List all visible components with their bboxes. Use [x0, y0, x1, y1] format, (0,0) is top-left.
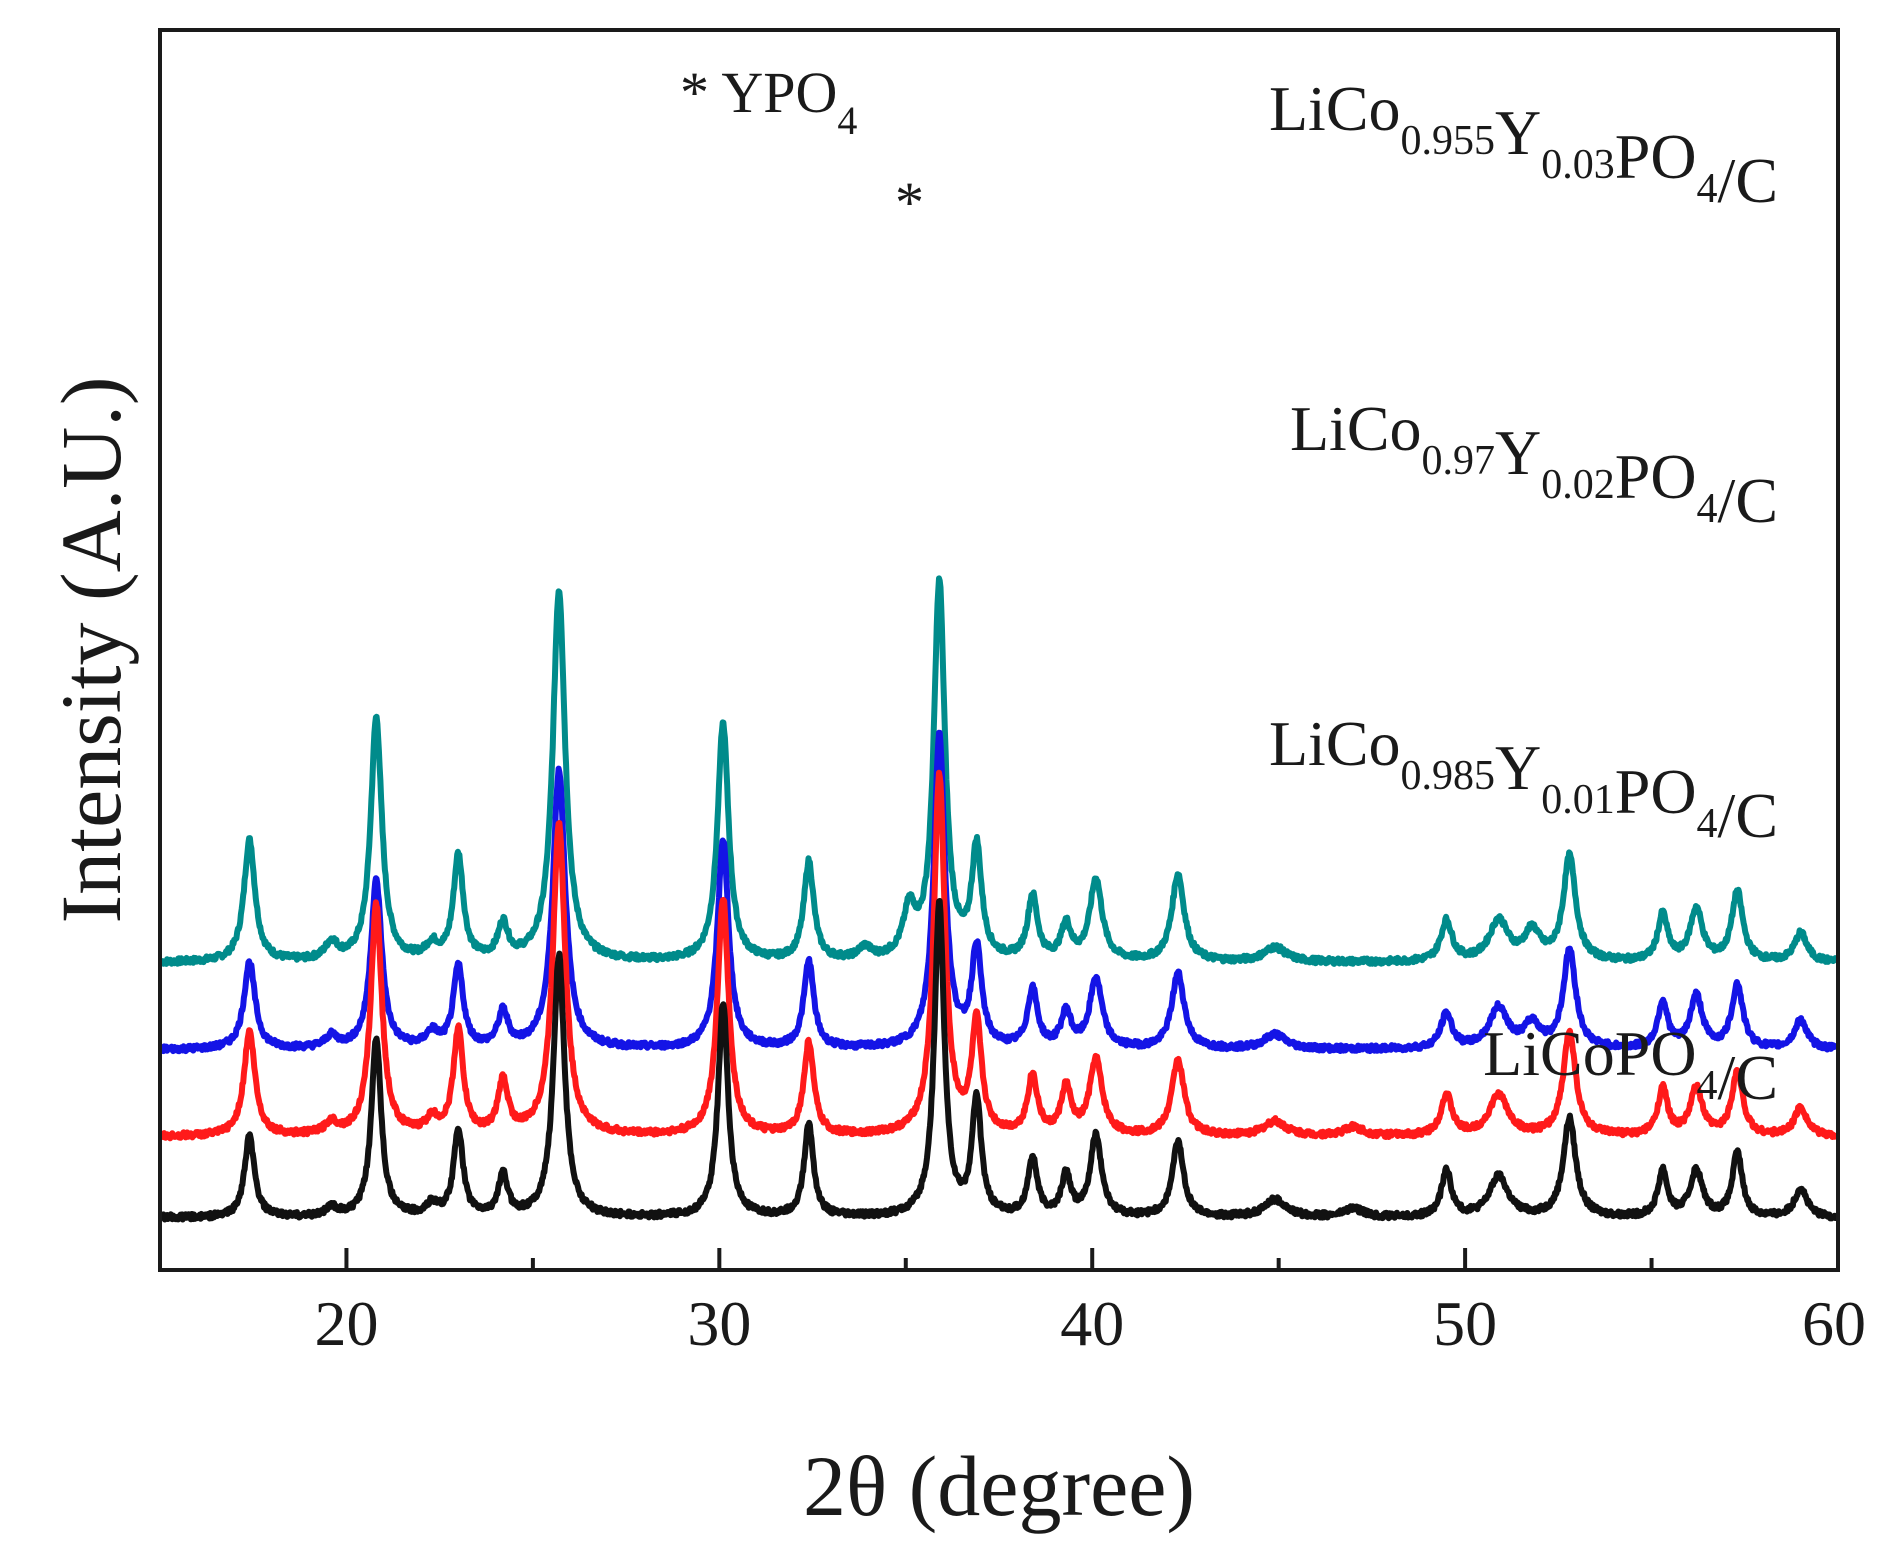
x-tick-label: 60 [1802, 1288, 1866, 1359]
series-line-1 [159, 575, 1839, 967]
x-axis-title: 2θ (degree) [803, 1438, 1195, 1534]
series-line-2 [158, 729, 1840, 1055]
x-tick-label: 40 [1060, 1288, 1124, 1359]
series-label-4: LiCoPO4/C [1483, 1018, 1778, 1113]
series-layer [158, 575, 1840, 1223]
ypo4-peak-marker: * [895, 170, 924, 235]
plot-frame [158, 28, 1840, 1272]
x-tick-label: 50 [1433, 1288, 1497, 1359]
series-label-1: LiCo0.955Y0.03PO4/C [1269, 73, 1778, 216]
ypo4-legend: * YPO4 [680, 60, 857, 143]
x-tick-label: 30 [687, 1288, 751, 1359]
series-line-3 [158, 769, 1839, 1142]
series-label-2: LiCo0.97Y0.02PO4/C [1290, 393, 1778, 536]
series-line-4 [159, 898, 1839, 1223]
series-label-3: LiCo0.985Y0.01PO4/C [1269, 708, 1778, 851]
x-tick-label: 20 [314, 1288, 378, 1359]
x-axis-ticks: 20 30 40 50 60 [158, 1248, 1866, 1359]
y-axis-title: Intensity (A.U.) [43, 377, 139, 924]
label-layer: LiCo0.955Y0.03PO4/C LiCo0.97Y0.02PO4/C LiC… [680, 60, 1778, 1113]
